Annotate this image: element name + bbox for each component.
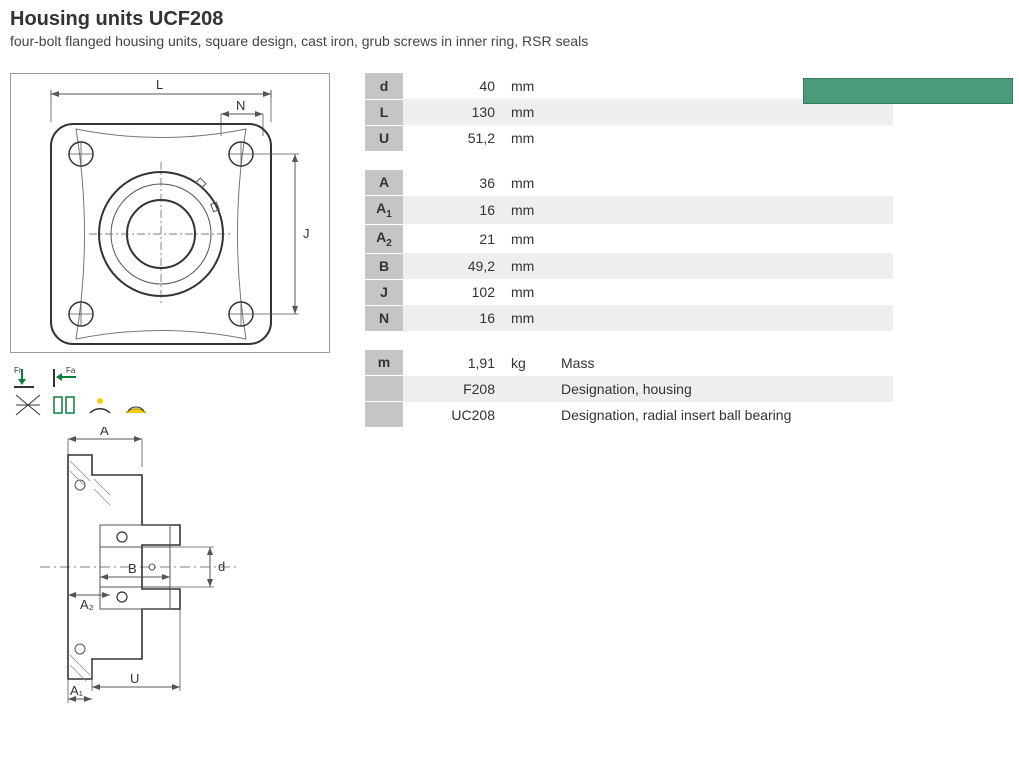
desc-cell — [553, 224, 893, 253]
desc-cell — [553, 196, 893, 225]
sym-cell: A1 — [365, 196, 403, 225]
grease-icon — [86, 393, 114, 417]
desc-cell: Mass — [553, 350, 893, 376]
sym-cell: m — [365, 350, 403, 376]
val-cell: F208 — [403, 376, 503, 402]
unit-cell: kg — [503, 350, 553, 376]
sym-cell: d — [365, 73, 403, 99]
unit-cell — [503, 402, 553, 428]
unit-cell — [503, 376, 553, 402]
val-cell: 16 — [403, 305, 503, 331]
val-cell: 36 — [403, 170, 503, 196]
desc-cell — [553, 170, 893, 196]
page-title: Housing units UCF208 — [10, 8, 1009, 31]
table-row: m 1,91 kg Mass — [365, 350, 893, 376]
desc-cell — [553, 279, 893, 305]
table-row: B 49,2 mm — [365, 253, 893, 279]
sym-cell: A2 — [365, 224, 403, 253]
content-area: L N — [0, 53, 1019, 717]
unit-cell: mm — [503, 279, 553, 305]
dim-label-A1: A₁ — [70, 683, 84, 698]
val-cell: 40 — [403, 73, 503, 99]
table-row: F208 Designation, housing — [365, 376, 893, 402]
table-row: U 51,2 mm — [365, 125, 893, 151]
unit-cell: mm — [503, 196, 553, 225]
dim-label-B: B — [128, 561, 137, 576]
unit-cell: mm — [503, 305, 553, 331]
unit-cell: mm — [503, 125, 553, 151]
val-cell: 21 — [403, 224, 503, 253]
unit-cell: mm — [503, 170, 553, 196]
unit-cell: mm — [503, 99, 553, 125]
header: Housing units UCF208 four-bolt flanged h… — [0, 0, 1019, 53]
sym-cell: J — [365, 279, 403, 305]
table-row: N 16 mm — [365, 305, 893, 331]
drawing-side-view: A — [10, 427, 270, 707]
val-cell: 51,2 — [403, 125, 503, 151]
misalignment-icon — [14, 393, 42, 417]
dim-label-U: U — [130, 671, 139, 686]
sym-cell: A — [365, 170, 403, 196]
force-icons-row: Fr Fa — [14, 365, 335, 389]
sym-cell: N — [365, 305, 403, 331]
sym-cell: B — [365, 253, 403, 279]
spec-table-3: m 1,91 kg Mass F208 Designation, housing… — [365, 350, 893, 429]
unit-cell: mm — [503, 253, 553, 279]
spec-column: d 40 mm L 130 mm U 51,2 mm A 36 — [365, 73, 1009, 446]
green-brand-box — [803, 78, 1013, 104]
val-cell: 130 — [403, 99, 503, 125]
val-cell: 49,2 — [403, 253, 503, 279]
dim-label-L: L — [156, 77, 163, 92]
spec-table-2: A 36 mm A1 16 mm A2 21 mm B 49,2 mm — [365, 170, 893, 332]
axial-force-icon: Fa — [50, 365, 78, 389]
sym-cell — [365, 376, 403, 402]
desc-cell — [553, 305, 893, 331]
sym-cell: L — [365, 99, 403, 125]
lubricant-icon — [122, 393, 150, 417]
table-row: A2 21 mm — [365, 224, 893, 253]
seal-icon — [50, 393, 78, 417]
dim-label-A: A — [100, 427, 109, 438]
property-icons-row — [14, 393, 335, 417]
svg-text:Fr: Fr — [14, 366, 22, 375]
val-cell: 1,91 — [403, 350, 503, 376]
radial-force-icon: Fr — [14, 365, 42, 389]
page-subtitle: four-bolt flanged housing units, square … — [10, 33, 1009, 49]
drawing-front-view: L N — [10, 73, 330, 353]
table-row: A 36 mm — [365, 170, 893, 196]
desc-cell: Designation, radial insert ball bearing — [553, 402, 893, 428]
table-row: UC208 Designation, radial insert ball be… — [365, 402, 893, 428]
unit-cell: mm — [503, 73, 553, 99]
table-row: A1 16 mm — [365, 196, 893, 225]
dim-label-J: J — [303, 226, 310, 241]
val-cell: 102 — [403, 279, 503, 305]
drawings-column: L N — [10, 73, 335, 707]
svg-text:Fa: Fa — [66, 366, 76, 375]
desc-cell — [553, 125, 893, 151]
sym-cell — [365, 402, 403, 428]
dim-label-N: N — [236, 98, 245, 113]
desc-cell — [553, 253, 893, 279]
sym-cell: U — [365, 125, 403, 151]
dim-label-d: d — [218, 559, 225, 574]
desc-cell: Designation, housing — [553, 376, 893, 402]
dim-label-A2: A₂ — [80, 597, 94, 612]
table-row: J 102 mm — [365, 279, 893, 305]
val-cell: UC208 — [403, 402, 503, 428]
unit-cell: mm — [503, 224, 553, 253]
val-cell: 16 — [403, 196, 503, 225]
